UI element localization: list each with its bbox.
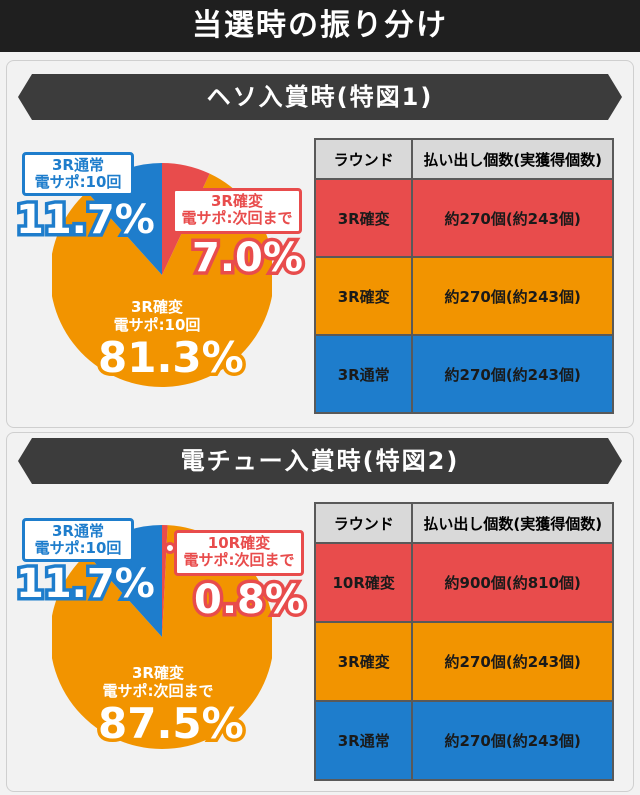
banner-shape	[18, 438, 622, 484]
page-title: 当選時の振り分け	[0, 0, 640, 52]
s2-label-3r-kakuhen-next-line2: 電サポ:次回まで	[102, 682, 214, 700]
table-cell-round: 3R通常	[313, 334, 414, 414]
s1-label-3r-kakuhen-10-line1: 3R確変	[131, 298, 183, 316]
table-cell-payout: 約270個(約243個)	[411, 256, 614, 336]
section-2-banner: 電チュー入賞時(特図2)	[18, 438, 622, 484]
s2-callout-3r-normal: 3R通常 電サポ:10回	[22, 518, 134, 562]
table-cell-payout: 約270個(約243個)	[411, 621, 614, 702]
s1-label-3r-kakuhen-10: 3R確変 電サポ:10回	[92, 298, 222, 334]
table-row: 3R通常 約270個(約243個)	[313, 700, 614, 781]
table-row: 3R通常 約270個(約243個)	[313, 334, 614, 414]
table-cell-round: 3R確変	[313, 256, 414, 336]
table-cell-round: 3R確変	[313, 621, 414, 702]
table-cell-payout: 約270個(約243個)	[411, 334, 614, 414]
section-2-table: ラウンド 払い出し個数(実獲得個数) 10R確変 約900個(約810個) 3R…	[313, 502, 614, 781]
pie-slice-orange	[52, 525, 272, 749]
section-1-heading: ヘソ入賞時(特図1)	[206, 83, 434, 111]
table-header-round: ラウンド	[313, 502, 414, 544]
banner-shape	[18, 74, 622, 120]
s2-value-10r-kakuhen: 0.8%	[191, 575, 309, 626]
table-cell-payout: 約900個(約810個)	[411, 542, 614, 623]
section-2-heading: 電チュー入賞時(特図2)	[180, 447, 460, 475]
s2-callout-3r-normal-line2: 電サポ:10回	[34, 539, 122, 557]
table-cell-round: 10R確変	[313, 542, 414, 623]
s1-value-3r-normal: 11.7%	[13, 195, 159, 246]
s1-callout-3r-normal-line2: 電サポ:10回	[34, 173, 122, 191]
table-row: 3R確変 約270個(約243個)	[313, 256, 614, 336]
table-cell-round: 3R通常	[313, 700, 414, 781]
s1-callout-3r-normal: 3R通常 電サポ:10回	[22, 152, 134, 196]
section-1-banner: ヘソ入賞時(特図1)	[18, 74, 622, 120]
table-header-round: ラウンド	[313, 138, 414, 180]
s2-callout-10r-kakuhen-line1: 10R確変	[207, 534, 271, 552]
s2-callout-10r-kakuhen: 10R確変 電サポ:次回まで	[174, 530, 304, 576]
s1-callout-3r-normal-line1: 3R通常	[52, 156, 104, 174]
section-1-table: ラウンド 払い出し個数(実獲得個数) 3R確変 約270個(約243個) 3R確…	[313, 138, 614, 414]
s1-callout-3r-kakuhen-next-line2: 電サポ:次回まで	[181, 209, 293, 227]
table-row: 10R確変 約900個(約810個)	[313, 542, 614, 623]
table-cell-round: 3R確変	[313, 178, 414, 258]
s2-label-3r-kakuhen-next: 3R確変 電サポ:次回まで	[88, 664, 228, 700]
table-header-payout: 払い出し個数(実獲得個数)	[411, 502, 614, 544]
s1-label-3r-kakuhen-10-line2: 電サポ:10回	[113, 316, 201, 334]
table-header-row: ラウンド 払い出し個数(実獲得個数)	[313, 502, 614, 544]
table-header-payout: 払い出し個数(実獲得個数)	[411, 138, 614, 180]
s1-value-3r-kakuhen-next: 7.0%	[189, 233, 307, 284]
table-row: 3R確変 約270個(約243個)	[313, 621, 614, 702]
s2-value-3r-normal: 11.7%	[13, 559, 159, 610]
s2-callout-3r-normal-line1: 3R通常	[52, 522, 104, 540]
table-cell-payout: 約270個(約243個)	[411, 178, 614, 258]
s1-callout-3r-kakuhen-next: 3R確変 電サポ:次回まで	[172, 188, 302, 234]
s2-value-3r-kakuhen-next: 87.5%	[95, 698, 248, 749]
s2-label-3r-kakuhen-next-line1: 3R確変	[132, 664, 184, 682]
s2-callout-10r-kakuhen-line2: 電サポ:次回まで	[183, 551, 295, 569]
table-header-row: ラウンド 払い出し個数(実獲得個数)	[313, 138, 614, 180]
table-cell-payout: 約270個(約243個)	[411, 700, 614, 781]
s1-callout-3r-kakuhen-next-line1: 3R確変	[211, 192, 263, 210]
table-row: 3R確変 約270個(約243個)	[313, 178, 614, 258]
s1-value-3r-kakuhen-10: 81.3%	[95, 332, 248, 383]
